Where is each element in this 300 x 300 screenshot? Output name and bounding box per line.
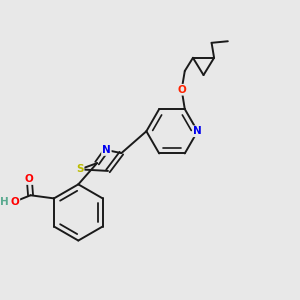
Text: O: O (11, 196, 19, 206)
Text: O: O (25, 174, 34, 184)
Text: N: N (193, 126, 202, 136)
Text: O: O (177, 85, 186, 95)
Text: N: N (102, 145, 111, 155)
Text: S: S (76, 164, 84, 174)
Text: H: H (0, 196, 9, 206)
